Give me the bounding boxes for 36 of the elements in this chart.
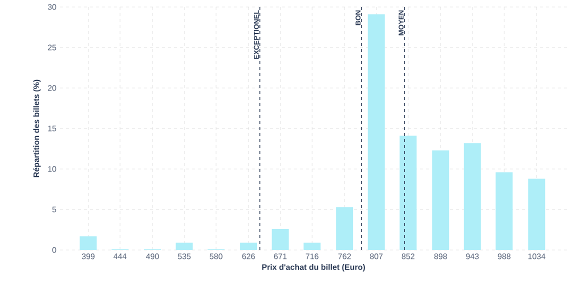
y-axis-title: Répartition des billets (%) bbox=[33, 80, 41, 178]
x-tick-label: 399 bbox=[82, 254, 95, 260]
x-tick-label: 444 bbox=[114, 254, 126, 260]
x-tick-label: 852 bbox=[402, 254, 414, 260]
y-tick-label: 15 bbox=[48, 126, 56, 132]
x-tick-label: 988 bbox=[498, 254, 510, 260]
bar bbox=[464, 143, 481, 250]
x-tick-label: 671 bbox=[274, 254, 287, 260]
x-tick-label: 898 bbox=[434, 254, 447, 260]
y-tick-label: 5 bbox=[52, 206, 56, 212]
bar bbox=[80, 236, 97, 250]
x-tick-label: 580 bbox=[210, 254, 222, 260]
y-tick-label: 25 bbox=[48, 44, 56, 50]
bar bbox=[176, 242, 193, 250]
x-tick-label: 490 bbox=[146, 254, 159, 260]
bar bbox=[528, 178, 546, 250]
y-tick-label: 0 bbox=[52, 247, 56, 253]
x-tick-label: 762 bbox=[338, 254, 351, 260]
bar bbox=[496, 172, 513, 250]
bar bbox=[400, 136, 417, 250]
x-axis-title: Prix d'achat du billet (Euro) bbox=[262, 264, 365, 272]
bar bbox=[336, 207, 354, 250]
x-tick-label: 716 bbox=[306, 254, 318, 260]
y-tick-label: 30 bbox=[48, 4, 56, 10]
x-tick-label: 807 bbox=[370, 254, 383, 260]
x-tick-label: 535 bbox=[178, 254, 191, 260]
bar bbox=[368, 14, 385, 250]
bar bbox=[432, 150, 450, 250]
x-tick-label: 626 bbox=[242, 254, 255, 260]
x-tick-label: 943 bbox=[466, 254, 479, 260]
y-tick-label: 20 bbox=[48, 85, 56, 91]
y-tick-label: 10 bbox=[48, 166, 56, 172]
x-tick-label: 1034 bbox=[528, 254, 546, 260]
bar bbox=[272, 228, 289, 250]
bar bbox=[304, 242, 321, 250]
bar bbox=[240, 242, 258, 250]
